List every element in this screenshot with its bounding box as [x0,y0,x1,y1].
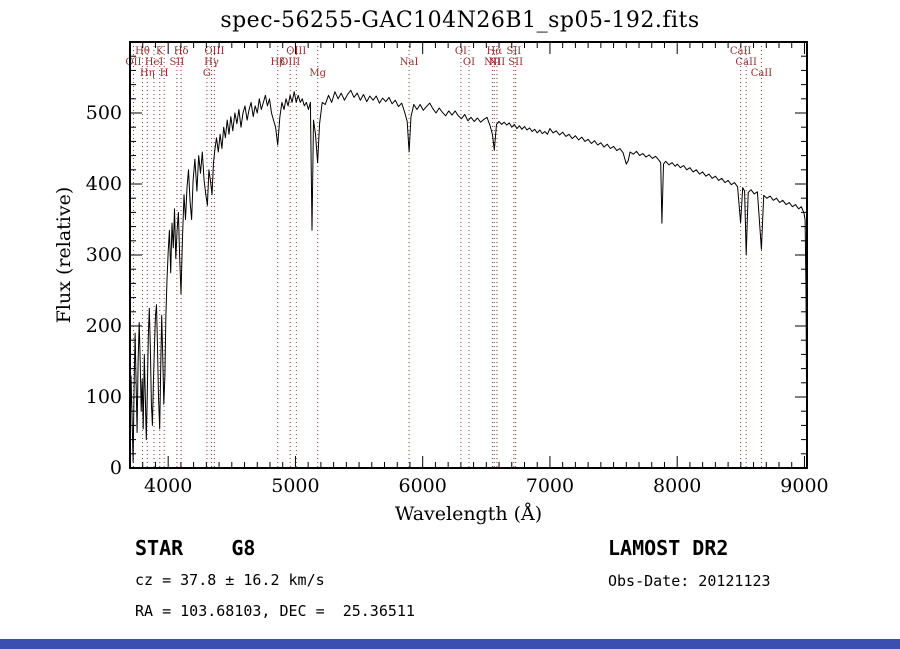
x-tick-label: 4000 [144,475,192,497]
spectral-line-label: Hα [487,46,503,57]
spectral-line-label: H [160,68,169,79]
spectral-line-label: NaI [400,57,419,68]
spectral-line-label: G [203,68,211,79]
spectral-line-label: NII [489,57,506,68]
x-tick-label: 9000 [780,475,828,497]
spectral-line-label: NII [484,57,501,68]
spectral-line-label: CaII [735,57,757,68]
spectral-line-label: Hη [140,68,155,79]
spectral-line-label: CaII [730,46,752,57]
spectral-line-label: SII [506,46,521,57]
spectral-line-label: OIII [204,46,224,57]
x-tick-label: 8000 [653,475,701,497]
y-tick-label: 200 [86,315,122,337]
spectral-line-label: Hδ [174,46,189,57]
chart-title: spec-56255-GAC104N26B1_sp05-192.fits [220,8,700,33]
y-tick-label: 0 [110,457,122,479]
spectral-line-label: CaII [751,68,773,79]
spectral-line-label: OI [455,46,467,57]
spectral-line-label: HeI [145,57,164,68]
classification-text: STAR G8 [135,536,256,560]
coordinates-text: RA = 103.68103, DEC = 25.36511 [135,602,415,620]
obs-date-text: Obs-Date: 20121123 [608,572,771,590]
spectral-line-label: OIII [286,46,306,57]
bottom-bar [0,639,900,649]
x-axis-label: Wavelength (Å) [394,503,543,525]
spectral-line-label: Hθ [135,46,150,57]
x-tick-label: 6000 [399,475,447,497]
spectral-line-label: Hβ [271,57,286,68]
spectral-line-label: SII [170,57,185,68]
y-tick-label: 100 [86,386,122,408]
spectrum-plot: OIIHθHηHeIKHSIIHδGHγOIIIHβOIIIOIIIMgNaIO… [86,41,829,497]
spectrum-trace [129,89,808,463]
y-tick-label: 300 [86,244,122,266]
plot-frame [129,41,808,469]
spectral-line-label: K [156,46,164,57]
redshift-velocity-text: cz = 37.8 ± 16.2 km/s [135,571,325,589]
spectral-line-label: Hγ [204,57,219,68]
x-tick-label: 7000 [526,475,574,497]
y-tick-label: 500 [86,102,122,124]
spectral-line-label: SII [508,57,523,68]
y-tick-label: 400 [86,173,122,195]
spectral-line-label: OIII [280,57,300,68]
survey-text: LAMOST DR2 [608,536,729,560]
spectral-line-label: OI [463,57,475,68]
spectral-line-label: Mg [309,68,326,79]
x-tick-label: 5000 [271,475,319,497]
spectral-line-label: OII [125,57,141,68]
